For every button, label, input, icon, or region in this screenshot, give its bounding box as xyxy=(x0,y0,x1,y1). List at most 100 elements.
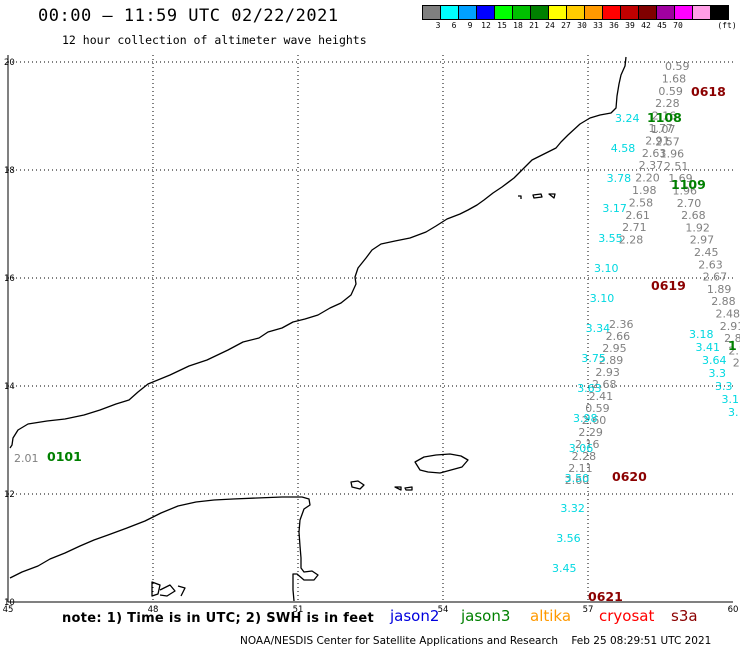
islet-b xyxy=(394,486,402,491)
wave-reading-gray: 2.16 xyxy=(652,110,677,123)
latitude-label: 16 xyxy=(4,274,15,284)
latitude-labels: 10 12 14 16 18 20 xyxy=(4,58,15,608)
wave-reading-gray: 2.60 xyxy=(565,474,590,487)
scale-label: 15 xyxy=(497,21,507,30)
scale-label: 27 xyxy=(561,21,571,30)
color-scale-labels: 3 6 9 12 15 18 21 24 27 30 33 36 39 42 45 70 (ft) xyxy=(422,21,740,33)
scale-label: 30 xyxy=(577,21,587,30)
latitude-label: 14 xyxy=(4,382,15,392)
wave-reading-gray: 2.48 xyxy=(716,308,740,321)
scale-label: 36 xyxy=(609,21,619,30)
wave-reading-cyan: 4.58 xyxy=(611,142,636,155)
wave-reading-gray: 2.88 xyxy=(724,332,740,345)
wave-reading-gray: 2.57 xyxy=(655,135,680,148)
graticule xyxy=(8,55,733,602)
wave-reading-cyan: 3.18 xyxy=(689,328,714,341)
wave-reading-gray: 2.91 xyxy=(645,134,670,147)
page-title: 00:00 – 11:59 UTC 02/22/2021 xyxy=(38,6,339,26)
wave-reading-cyan: 3.1 xyxy=(722,393,740,406)
wave-reading-gray: 2.20 xyxy=(635,172,660,185)
wave-reading-cyan: 3.34 xyxy=(586,322,611,335)
wave-reading-gray: 2.93 xyxy=(595,366,620,379)
wave-reading-gray: 2.16 xyxy=(575,438,600,451)
wave-reading-west: 2.01 xyxy=(14,452,39,465)
wave-reading-gray: 2.88 xyxy=(711,295,736,308)
wave-reading-gray: 2.97 xyxy=(690,234,715,247)
somali-coastline xyxy=(9,496,319,602)
wave-reading-cyan: 3.75 xyxy=(581,352,606,365)
wave-reading-gray: 0.59 xyxy=(585,402,610,415)
wave-reading-gray: 2.41 xyxy=(589,390,614,403)
wave-reading-gray: 1.68 xyxy=(662,72,687,85)
wave-reading-cyan: 3.24 xyxy=(615,112,640,125)
longitude-label: 54 xyxy=(438,605,449,615)
wave-reading-gray: 2.63 xyxy=(698,258,723,271)
wave-reading-gray: 2.71 xyxy=(622,221,647,234)
wave-reading-cyan: 3.45 xyxy=(552,562,577,575)
footer-note: note: 1) Time is in UTC; 2) SWH is in fe… xyxy=(62,611,374,626)
wave-reading-gray: 1.69 xyxy=(668,172,693,185)
wave-reading-gray: 2.68 xyxy=(592,378,617,391)
wave-reading-gray: 2.51 xyxy=(664,160,689,173)
latitude-label: 18 xyxy=(4,166,15,176)
wave-reading-gray: 2.68 xyxy=(681,209,706,222)
islet-a xyxy=(350,480,365,490)
scale-unit-label: (ft) xyxy=(717,21,737,30)
wave-reading-gray: 2.95 xyxy=(602,342,627,355)
coastline xyxy=(9,56,627,602)
wave-reading-cyan: 3.10 xyxy=(590,292,615,305)
wave-reading-cyan: 3.63 xyxy=(577,382,602,395)
wave-reading-gray: 1.96 xyxy=(660,148,685,161)
longitude-label: 45 xyxy=(3,605,14,615)
pass-time-tag: 0101 xyxy=(47,449,82,464)
scale-label: 24 xyxy=(545,21,555,30)
wave-reading-gray: 2.61 xyxy=(625,209,650,222)
pass-time-tag: 1109 xyxy=(671,177,706,192)
longitude-label: 51 xyxy=(293,605,304,615)
map-frame xyxy=(7,55,733,603)
wave-reading-gray: 2.28 xyxy=(572,450,597,463)
scale-label: 45 xyxy=(657,21,667,30)
islet-c xyxy=(404,486,413,491)
color-scale xyxy=(422,5,729,20)
socotra-island xyxy=(414,453,469,474)
pass-time-tag: 0619 xyxy=(651,278,686,293)
kuria-muria-islets xyxy=(518,193,556,199)
wave-reading-cyan: 3.3 xyxy=(709,367,727,380)
wave-reading-gray: 2.88 xyxy=(733,357,740,370)
wave-reading-gray: 2.63 xyxy=(642,147,667,160)
credit-line: NOAA/NESDIS Center for Satellite Applica… xyxy=(240,635,712,647)
legend-altika: altika xyxy=(530,607,572,625)
scale-label: 12 xyxy=(481,21,491,30)
pass-time-tag: 1108 xyxy=(647,110,682,125)
scale-label: 33 xyxy=(593,21,603,30)
wave-reading-gray: 2.66 xyxy=(606,330,631,343)
scale-label: 39 xyxy=(625,21,635,30)
wave-reading-gray: 2.89 xyxy=(599,354,624,367)
wave-reading-gray: 1.98 xyxy=(632,184,657,197)
longitude-label: 60 xyxy=(728,605,739,615)
wave-reading-gray: 1.92 xyxy=(685,221,710,234)
longitude-labels: 45 48 51 54 57 60 xyxy=(3,605,739,615)
pass-time-tags: 0618 1108 1109 0619 0620 0621 0101 1 xyxy=(47,84,737,604)
wave-reading-cyan: 3.50 xyxy=(565,472,590,485)
scale-label: 70 xyxy=(673,21,683,30)
wave-reading-gray: 2.29 xyxy=(578,426,603,439)
wave-reading-gray: 2.11 xyxy=(568,462,593,475)
wave-reading-gray: 1.96 xyxy=(673,185,698,198)
pass-time-tag: 0618 xyxy=(691,84,726,99)
wave-reading-gray: 2.45 xyxy=(694,246,719,259)
wave-reading-cyan: 3.64 xyxy=(702,354,727,367)
page-subtitle: 12 hour collection of altimeter wave hei… xyxy=(62,33,367,47)
wave-reading-gray: 1.89 xyxy=(707,283,732,296)
scale-label: 18 xyxy=(513,21,523,30)
wave-reading-gray: 2.37 xyxy=(639,159,664,172)
pass-time-tag: 0620 xyxy=(612,469,647,484)
coastal-fragments xyxy=(151,581,186,597)
wave-reading-cyan: 3.41 xyxy=(696,341,721,354)
legend-jason2: jason2 xyxy=(390,607,440,625)
wave-reading-gray: 2.60 xyxy=(582,414,607,427)
latitude-label: 20 xyxy=(4,58,15,68)
scale-label: 6 xyxy=(451,21,457,30)
wave-reading-gray: 2.28 xyxy=(619,234,644,247)
